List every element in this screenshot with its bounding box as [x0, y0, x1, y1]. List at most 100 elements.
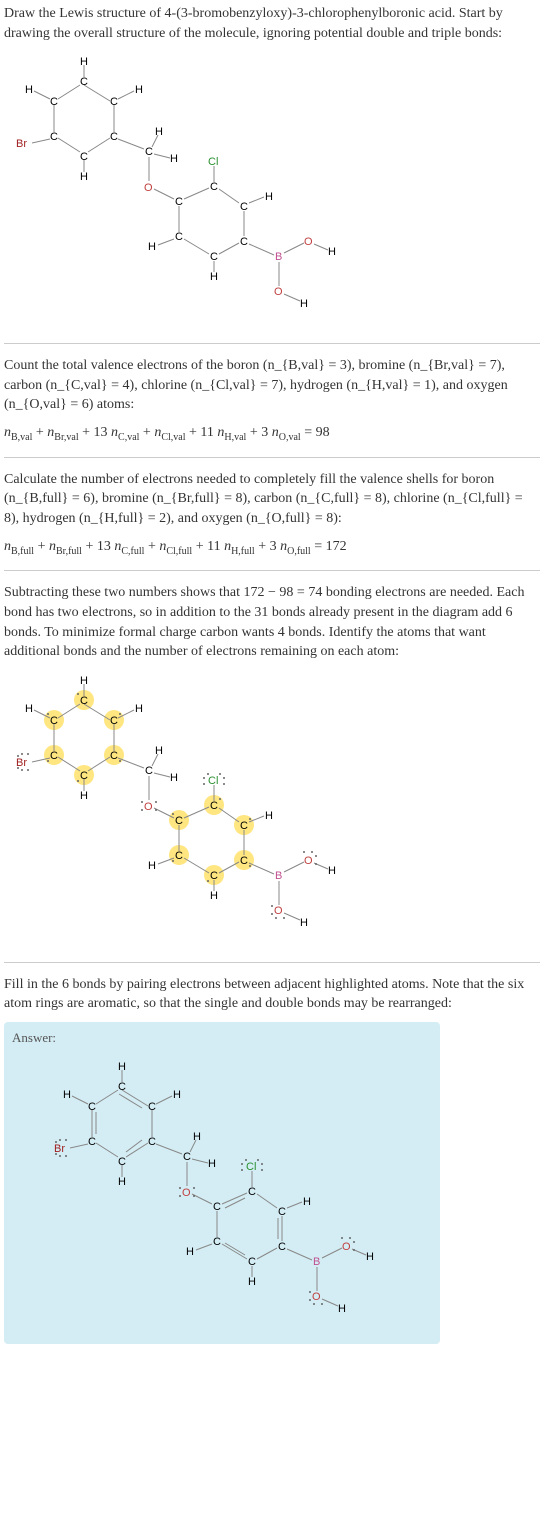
svg-text:C: C: [183, 1151, 191, 1163]
svg-text:Br: Br: [54, 1143, 65, 1155]
svg-text:H: H: [300, 298, 308, 310]
svg-text:C: C: [110, 750, 118, 762]
svg-text:O: O: [312, 1291, 321, 1303]
svg-text:C: C: [110, 715, 118, 727]
svg-text:H: H: [300, 917, 308, 929]
svg-text:C: C: [210, 800, 218, 812]
svg-text:C: C: [175, 850, 183, 862]
svg-text:Br: Br: [16, 138, 27, 150]
valence-text: Count the total valence electrons of the…: [4, 356, 540, 415]
svg-text:H: H: [210, 890, 218, 902]
svg-text:Br: Br: [16, 757, 27, 769]
svg-text:H: H: [303, 1196, 311, 1208]
svg-text:O: O: [144, 182, 153, 194]
svg-text:C: C: [175, 196, 183, 208]
svg-text:C: C: [118, 1156, 126, 1168]
svg-text:C: C: [145, 765, 153, 777]
svg-text:H: H: [248, 1276, 256, 1288]
svg-text:H: H: [155, 126, 163, 138]
svg-text:C: C: [213, 1236, 221, 1248]
svg-text:C: C: [248, 1256, 256, 1268]
structure-diagram-2: CCCCCC HHHH Br CHH O CCCCCC ClHHH BOO HH: [4, 670, 540, 950]
svg-text:C: C: [80, 76, 88, 88]
svg-text:C: C: [240, 236, 248, 248]
svg-text:O: O: [182, 1187, 191, 1199]
svg-text:C: C: [213, 1201, 221, 1213]
svg-text:Cl: Cl: [246, 1161, 256, 1173]
svg-text:H: H: [338, 1303, 346, 1315]
svg-text:C: C: [50, 96, 58, 108]
svg-text:H: H: [173, 1089, 181, 1101]
svg-text:C: C: [50, 750, 58, 762]
svg-text:Cl: Cl: [208, 775, 218, 787]
svg-text:O: O: [304, 236, 313, 248]
svg-text:H: H: [170, 772, 178, 784]
full-equation: nB,full + nBr,full + 13 nC,full + nCl,fu…: [4, 537, 540, 559]
svg-text:C: C: [240, 201, 248, 213]
bond-text: Subtracting these two numbers shows that…: [4, 583, 540, 661]
svg-text:C: C: [80, 770, 88, 782]
svg-text:B: B: [275, 870, 282, 882]
svg-text:C: C: [88, 1136, 96, 1148]
svg-text:C: C: [110, 96, 118, 108]
svg-text:C: C: [148, 1136, 156, 1148]
svg-text:H: H: [265, 810, 273, 822]
svg-text:C: C: [210, 870, 218, 882]
svg-text:H: H: [80, 790, 88, 802]
svg-text:C: C: [50, 131, 58, 143]
svg-text:O: O: [144, 801, 153, 813]
svg-text:H: H: [328, 865, 336, 877]
intro-text: Draw the Lewis structure of 4-(3-bromobe…: [4, 4, 540, 43]
svg-text:O: O: [274, 905, 283, 917]
structure-diagram-1: CCCCCC HHHH Br CHH O CCCCCC ClHHH BOO HH: [4, 51, 540, 331]
divider: [4, 962, 540, 963]
svg-text:C: C: [248, 1186, 256, 1198]
answer-label: Answer:: [12, 1030, 432, 1046]
svg-text:C: C: [175, 231, 183, 243]
svg-text:H: H: [210, 271, 218, 283]
svg-text:H: H: [25, 703, 33, 715]
svg-text:H: H: [80, 675, 88, 687]
svg-text:H: H: [80, 56, 88, 68]
svg-text:H: H: [135, 84, 143, 96]
divider: [4, 457, 540, 458]
svg-text:O: O: [304, 855, 313, 867]
valence-equation: nB,val + nBr,val + 13 nC,val + nCl,val +…: [4, 423, 540, 445]
svg-text:H: H: [135, 703, 143, 715]
svg-text:C: C: [278, 1206, 286, 1218]
svg-text:H: H: [170, 153, 178, 165]
svg-text:H: H: [80, 171, 88, 183]
divider: [4, 570, 540, 571]
svg-text:C: C: [50, 715, 58, 727]
svg-text:H: H: [208, 1158, 216, 1170]
svg-text:C: C: [88, 1101, 96, 1113]
svg-text:H: H: [265, 191, 273, 203]
svg-text:H: H: [63, 1089, 71, 1101]
svg-text:Cl: Cl: [208, 156, 218, 168]
svg-text:H: H: [148, 860, 156, 872]
svg-text:C: C: [148, 1101, 156, 1113]
svg-text:C: C: [110, 131, 118, 143]
svg-text:H: H: [186, 1246, 194, 1258]
svg-text:C: C: [240, 820, 248, 832]
svg-text:H: H: [148, 241, 156, 253]
svg-text:C: C: [175, 815, 183, 827]
svg-text:C: C: [145, 146, 153, 158]
svg-text:C: C: [118, 1081, 126, 1093]
svg-text:H: H: [328, 246, 336, 258]
svg-text:B: B: [313, 1256, 320, 1268]
svg-text:C: C: [210, 181, 218, 193]
divider: [4, 343, 540, 344]
svg-text:C: C: [80, 695, 88, 707]
fill-text: Fill in the 6 bonds by pairing electrons…: [4, 975, 540, 1014]
svg-text:C: C: [80, 151, 88, 163]
svg-text:C: C: [278, 1241, 286, 1253]
answer-box: Answer: CCCCCC HHHH Br CHH O CCCCCC ClHH…: [4, 1022, 440, 1344]
svg-text:O: O: [274, 286, 283, 298]
svg-text:C: C: [210, 251, 218, 263]
svg-text:H: H: [193, 1131, 201, 1143]
svg-text:O: O: [342, 1241, 351, 1253]
svg-text:H: H: [118, 1061, 126, 1073]
svg-text:H: H: [155, 745, 163, 757]
svg-text:B: B: [275, 251, 282, 263]
